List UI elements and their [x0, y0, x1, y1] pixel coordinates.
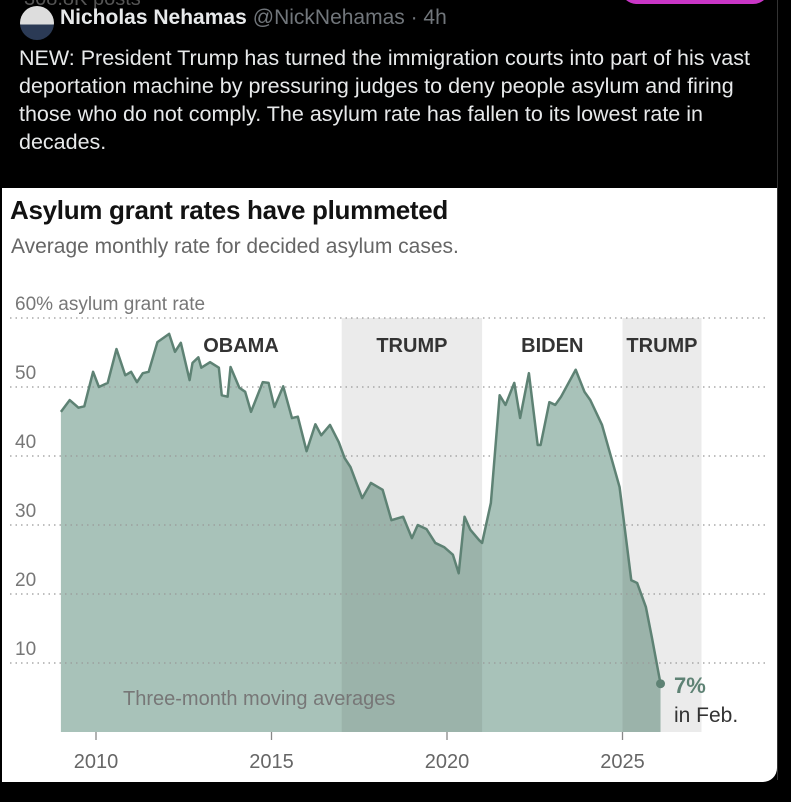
x-tick-label-2025: 2025	[600, 751, 645, 773]
end-date-label: in Feb.	[674, 704, 738, 727]
tweet-text: NEW: President Trump has turned the immi…	[19, 46, 750, 154]
y-tick-label-10: 10	[15, 639, 36, 660]
chart-title: Asylum grant rates have plummeted	[10, 195, 449, 225]
x-tick-label-2020: 2020	[425, 751, 470, 773]
series-line	[59, 332, 662, 684]
y-tick-label-50: 50	[15, 363, 36, 384]
period-label-2: BIDEN	[521, 335, 583, 357]
y-tick-label-30: 30	[15, 501, 36, 522]
timeline-divider	[777, 0, 778, 780]
annotation-moving-average: Three-month moving averages	[123, 688, 395, 710]
y-tick-label-60: 60% asylum grant rate	[15, 294, 205, 315]
avatar[interactable]	[20, 6, 54, 40]
follow-button[interactable]	[620, 0, 770, 4]
posts-count: 308.8K posts	[24, 0, 141, 11]
tweet-header: Nicholas Nehamas @NickNehamas · 4h	[20, 6, 447, 40]
x-tick-label-2010: 2010	[74, 751, 119, 773]
period-label-1: TRUMP	[376, 335, 447, 357]
y-tick-label-40: 40	[15, 432, 36, 453]
end-value-label: 7%	[674, 673, 706, 698]
end-point-marker	[656, 679, 666, 689]
author-name[interactable]: Nicholas Nehamas	[60, 6, 247, 29]
period-band-3	[622, 318, 702, 732]
author-handle[interactable]: @NickNehamas · 4h	[252, 6, 447, 29]
y-tick-label-20: 20	[15, 570, 36, 591]
period-label-3: TRUMP	[626, 335, 697, 357]
x-tick-label-2015: 2015	[249, 751, 294, 773]
chart-subtitle: Average monthly rate for decided asylum …	[11, 235, 459, 258]
period-label-0: OBAMA	[203, 335, 279, 357]
